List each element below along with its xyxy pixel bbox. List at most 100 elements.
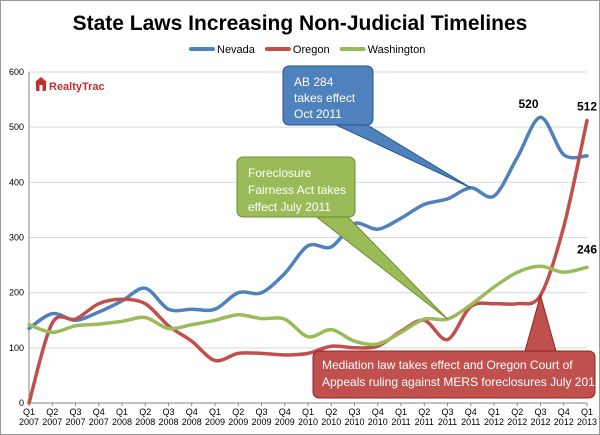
x-tick-quarter: Q3 [255, 407, 267, 417]
door-icon [39, 85, 43, 91]
x-tick-quarter: Q4 [279, 407, 291, 417]
x-tick-label: Q1 2009 [205, 407, 225, 427]
x-tick-label: Q2 2007 [42, 407, 62, 427]
data-labels: 520 512 246 [518, 97, 597, 256]
callout-text-line: Mediation law takes effect and Oregon Co… [322, 358, 573, 372]
x-tick-label: Q4 2009 [275, 407, 295, 427]
callout-text-line: takes effect [294, 91, 356, 105]
x-tick-quarter: Q4 [372, 407, 384, 417]
data-label-nevada: 520 [518, 97, 538, 111]
x-tick-quarter: Q2 [139, 407, 151, 417]
x-tick-quarter: Q2 [418, 407, 430, 417]
series-line-oregon [27, 118, 589, 405]
legend-label: Oregon [293, 44, 330, 56]
x-tick-label: Q1 2012 [484, 407, 504, 427]
series-line-washington [27, 264, 589, 347]
callout-pointer [312, 214, 448, 320]
x-tick-quarter: Q2 [232, 407, 244, 417]
x-tick-quarter: Q1 [488, 407, 500, 417]
annotations: AB 284 takes effect Oct 2011 Foreclosure Fai… [236, 65, 599, 399]
annotation-nevada: AB 284 takes effect Oct 2011 [282, 65, 472, 189]
x-tick-label: Q4 2007 [89, 407, 109, 427]
y-tick-label: 600 [9, 67, 24, 77]
x-tick-year: 2007 [42, 417, 62, 427]
x-tick-year: 2011 [415, 417, 434, 427]
x-tick-label: Q2 2008 [135, 407, 155, 427]
x-tick-year: 2010 [298, 417, 318, 427]
x-tick-quarter: Q2 [511, 407, 523, 417]
x-tick-quarter: Q1 [302, 407, 314, 417]
y-tick-label: 500 [9, 122, 24, 132]
x-tick-quarter: Q3 [69, 407, 81, 417]
y-tick-label: 200 [9, 288, 24, 298]
x-tick-year: 2012 [554, 417, 574, 427]
x-tick-label: Q2 2011 [415, 407, 434, 427]
x-tick-label: Q1 2013 [577, 407, 597, 427]
x-tick-label: Q3 2010 [344, 407, 364, 427]
x-tick-year: 2010 [344, 417, 364, 427]
x-tick-quarter: Q4 [465, 407, 477, 417]
x-tick-quarter: Q3 [441, 407, 453, 417]
x-tick-label: Q4 2008 [182, 407, 202, 427]
x-tick-quarter: Q1 [395, 407, 407, 417]
legend-item-washington: Washington [339, 44, 426, 56]
x-tick-label: Q3 2011 [438, 407, 457, 427]
x-tick-label: Q1 2008 [112, 407, 132, 427]
annotation-oregon: Mediation law takes effect and Oregon Co… [312, 293, 599, 399]
x-tick-label: Q1 2007 [19, 407, 39, 427]
x-tick-year: 2008 [182, 417, 202, 427]
x-tick-year: 2012 [507, 417, 527, 427]
x-tick-quarter: Q2 [46, 407, 58, 417]
callout-fill [314, 352, 594, 397]
y-tick-label: 400 [9, 177, 24, 187]
x-tick-year: 2008 [135, 417, 155, 427]
series-line-nevada [27, 115, 589, 331]
x-tick-quarter: Q1 [581, 407, 593, 417]
y-tick-label: 0 [19, 398, 24, 408]
x-tick-label: Q1 2011 [391, 407, 410, 427]
legend-item-nevada: Nevada [189, 44, 256, 56]
x-tick-quarter: Q3 [162, 407, 174, 417]
x-tick-year: 2008 [112, 417, 132, 427]
x-tick-year: 2011 [391, 417, 410, 427]
x-tick-label: Q2 2012 [507, 407, 527, 427]
x-tick-label: Q2 2010 [321, 407, 341, 427]
x-tick-year: 2011 [461, 417, 480, 427]
x-tick-year: 2009 [275, 417, 295, 427]
x-tick-label: Q3 2007 [65, 407, 85, 427]
x-tick-year: 2011 [438, 417, 457, 427]
x-tick-quarter: Q1 [23, 407, 35, 417]
realtytrac-logo: RealtyTrac [35, 77, 105, 93]
callout-text-line: effect July 2011 [248, 200, 331, 214]
x-tick-quarter: Q2 [325, 407, 337, 417]
x-tick-quarter: Q4 [558, 407, 570, 417]
x-tick-year: 2010 [368, 417, 388, 427]
x-tick-label: Q1 2010 [298, 407, 318, 427]
series-lines [27, 115, 589, 405]
x-tick-year: 2009 [205, 417, 225, 427]
callout-text-line: Appeals ruling against MERS foreclosures… [322, 375, 599, 389]
x-tick-year: 2009 [228, 417, 248, 427]
y-tick-label: 300 [9, 233, 24, 243]
data-label-oregon: 512 [577, 100, 597, 114]
x-tick-quarter: Q4 [93, 407, 105, 417]
x-tick-label: Q4 2011 [461, 407, 480, 427]
x-tick-year: 2012 [484, 417, 504, 427]
annotation-washington: Foreclosure Fairness Act takes effect July… [236, 156, 448, 320]
data-label-washington: 246 [577, 242, 597, 256]
x-tick-year: 2012 [530, 417, 550, 427]
callout-fill [238, 158, 354, 216]
x-tick-quarter: Q3 [348, 407, 360, 417]
x-tick-quarter: Q1 [116, 407, 128, 417]
x-tick-year: 2013 [577, 417, 597, 427]
legend-label: Washington [368, 44, 426, 56]
y-tick-label: 100 [9, 343, 24, 353]
x-tick-year: 2007 [19, 417, 39, 427]
x-tick-quarter: Q3 [534, 407, 546, 417]
chart-title: State Laws Increasing Non-Judicial Timel… [73, 12, 528, 35]
x-tick-label: Q2 2009 [228, 407, 248, 427]
x-tick-label: Q4 2010 [368, 407, 388, 427]
